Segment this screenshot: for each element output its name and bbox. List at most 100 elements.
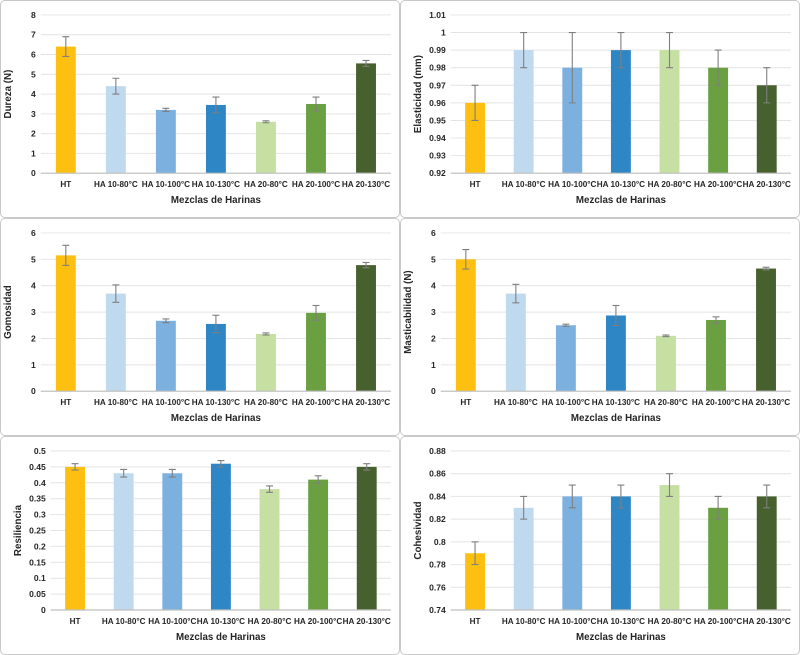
error-bar bbox=[112, 77, 120, 95]
x-tick-label: HA 10-130°C bbox=[192, 398, 240, 407]
error-bar bbox=[217, 459, 225, 468]
bar-HA 10-80°C bbox=[513, 507, 534, 610]
y-axis-title: Gomosidad bbox=[3, 285, 14, 339]
y-tick-label: 2 bbox=[31, 333, 36, 343]
x-tick-label: HA 20-100°C bbox=[292, 180, 340, 189]
x-tick-label: HA 10-100°C bbox=[542, 398, 590, 407]
y-tick-label: 0 bbox=[431, 386, 436, 396]
y-axis-title: Elasticidad (mm) bbox=[413, 55, 424, 133]
y-tick-label: 0.45 bbox=[29, 462, 46, 472]
bar-HA 20-130°C bbox=[356, 63, 376, 174]
bar-HA 10-80°C bbox=[105, 293, 126, 392]
x-tick-label: HA 10-80°C bbox=[502, 617, 546, 626]
bar-HA 20-130°C bbox=[756, 268, 776, 392]
x-tick-label: HA 10-80°C bbox=[494, 398, 538, 407]
x-tick-label: HA 20-130°C bbox=[342, 398, 390, 407]
error-bar bbox=[362, 261, 370, 269]
y-tick-label: 7 bbox=[31, 30, 36, 40]
bar-HT bbox=[465, 102, 486, 174]
bar-HA 20-100°C bbox=[306, 103, 326, 174]
y-tick-label: 4 bbox=[431, 281, 436, 291]
y-tick-label: 5 bbox=[31, 69, 36, 79]
x-tick-label: HA 20-80°C bbox=[644, 398, 688, 407]
y-tick-label: 0.97 bbox=[429, 80, 446, 90]
error-bar bbox=[617, 31, 625, 69]
y-tick-label: 0.95 bbox=[429, 115, 446, 125]
error-bar bbox=[714, 49, 722, 86]
chart-masticabilidad: 0 1 2 3 4 5 6 HT HA 10-80°C HA 10-100°C HA 10-130°… bbox=[403, 228, 792, 424]
bar-HA 20-130°C bbox=[356, 265, 376, 392]
y-tick-label: 0 bbox=[31, 168, 36, 178]
y-tick-label: 3 bbox=[31, 307, 36, 317]
x-tick-label: HT bbox=[70, 617, 81, 626]
bar-HA 10-130°C bbox=[205, 104, 226, 174]
x-axis-title: Mezclas de Harinas bbox=[576, 195, 667, 206]
x-tick-label: HA 20-130°C bbox=[343, 617, 391, 626]
x-tick-label: HA 20-80°C bbox=[248, 617, 292, 626]
y-axis-title: Cohesividad bbox=[413, 501, 424, 559]
y-tick-label: 0.05 bbox=[29, 589, 46, 599]
bar-HA 20-80°C bbox=[256, 121, 276, 174]
error-bar bbox=[666, 473, 673, 497]
error-bar bbox=[462, 249, 470, 270]
x-tick-label: HA 20-100°C bbox=[694, 617, 742, 626]
y-tick-label: 0.93 bbox=[429, 151, 446, 161]
bar-HA 20-80°C bbox=[256, 333, 276, 392]
bar-HA 20-130°C bbox=[356, 466, 377, 610]
y-tick-label: 0.78 bbox=[429, 560, 446, 570]
bar-HA 10-130°C bbox=[610, 496, 631, 610]
x-tick-label: HT bbox=[60, 398, 71, 407]
y-tick-label: 0.8 bbox=[434, 537, 446, 547]
y-tick-label: 2 bbox=[31, 129, 36, 139]
chart-gomosidad: 0 1 2 3 4 5 6 HT HA 10-80°C HA 10-100°C HA 10-130°… bbox=[3, 228, 392, 424]
error-bar bbox=[71, 463, 79, 471]
y-axis-title: Masticabilidad (N) bbox=[403, 270, 414, 353]
error-bar bbox=[62, 36, 70, 58]
x-tick-label: HA 10-100°C bbox=[548, 180, 596, 189]
x-tick-label: HA 20-130°C bbox=[743, 617, 791, 626]
y-tick-label: 1 bbox=[431, 360, 436, 370]
error-bar bbox=[162, 107, 170, 113]
y-tick-label: 1 bbox=[31, 360, 36, 370]
error-bar bbox=[162, 318, 170, 324]
y-tick-label: 0 bbox=[31, 386, 36, 396]
bar-HA 10-130°C bbox=[205, 323, 226, 392]
y-tick-label: 0.3 bbox=[34, 510, 46, 520]
x-tick-label: HA 10-80°C bbox=[94, 398, 138, 407]
bar-HA 20-80°C bbox=[656, 335, 676, 392]
y-tick-label: 6 bbox=[31, 228, 36, 238]
y-tick-label: 0 bbox=[41, 605, 46, 615]
bar-HA 10-100°C bbox=[155, 320, 176, 392]
bar-HA 20-130°C bbox=[756, 496, 777, 610]
y-tick-label: 1.01 bbox=[429, 10, 446, 20]
x-tick-label: HT bbox=[60, 180, 71, 189]
x-tick-label: HA 20-100°C bbox=[692, 398, 740, 407]
bar-HT bbox=[455, 259, 476, 392]
error-bar bbox=[471, 541, 479, 566]
y-tick-label: 5 bbox=[431, 254, 436, 264]
bar-HA 20-100°C bbox=[306, 312, 326, 392]
error-bar bbox=[312, 96, 320, 112]
bar-HT bbox=[65, 466, 86, 610]
y-tick-label: 0.84 bbox=[429, 491, 446, 501]
y-tick-label: 0.25 bbox=[29, 525, 46, 535]
error-bar bbox=[362, 59, 370, 67]
y-tick-label: 0.15 bbox=[29, 557, 46, 567]
error-bar bbox=[312, 304, 320, 321]
y-tick-label: 0.98 bbox=[429, 63, 446, 73]
bar-HA 20-80°C bbox=[659, 485, 680, 610]
error-bar bbox=[168, 468, 176, 478]
x-tick-label: HA 10-130°C bbox=[597, 180, 645, 189]
bar-HA 20-100°C bbox=[308, 479, 329, 610]
x-tick-label: HA 20-80°C bbox=[244, 180, 288, 189]
error-bar bbox=[120, 468, 128, 478]
bar-HA 10-100°C bbox=[562, 67, 583, 174]
error-bar bbox=[314, 475, 322, 484]
bar-HA 10-130°C bbox=[610, 50, 631, 174]
bar-HA 20-100°C bbox=[706, 319, 726, 392]
error-bar bbox=[562, 323, 570, 327]
bar-HA 20-100°C bbox=[708, 67, 729, 174]
x-tick-label: HA 20-130°C bbox=[742, 398, 790, 407]
error-bar bbox=[62, 244, 70, 266]
